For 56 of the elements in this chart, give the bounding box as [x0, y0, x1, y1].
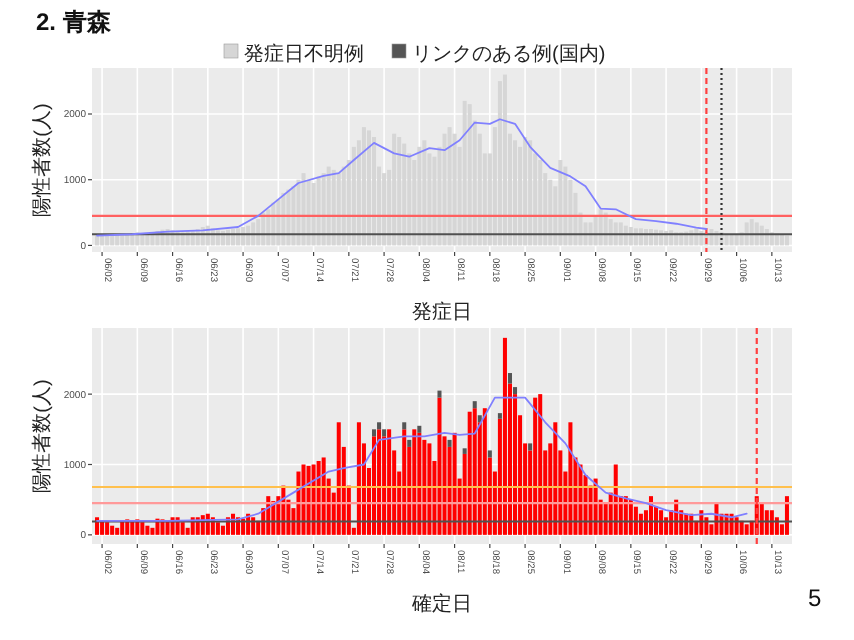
- bar: [553, 422, 558, 535]
- bar: [387, 429, 392, 535]
- bar: [452, 432, 457, 535]
- bar: [784, 235, 789, 246]
- bar: [402, 429, 407, 535]
- bar: [422, 439, 427, 535]
- x-axis-title: 確定日: [410, 592, 472, 616]
- bar: [497, 413, 502, 419]
- bar: [467, 411, 472, 535]
- bar: [402, 422, 407, 430]
- bar: [356, 422, 361, 535]
- bar: [115, 527, 120, 535]
- legend-label: 発症日不明例: [244, 42, 364, 66]
- bar: [336, 422, 341, 535]
- bar: [377, 422, 382, 430]
- bar: [538, 394, 543, 535]
- bar: [568, 422, 573, 535]
- bar: [180, 522, 185, 535]
- bar: [110, 525, 115, 535]
- bar: [462, 448, 467, 454]
- bar: [372, 429, 377, 437]
- line-series: [96, 396, 748, 522]
- bar: [417, 425, 422, 433]
- chart-title: 2. 青森: [36, 8, 113, 36]
- bar: [472, 408, 477, 535]
- y-axis-title: 陽性者数(人): [30, 379, 54, 493]
- bar: [95, 235, 100, 246]
- bar: [220, 525, 225, 535]
- bar: [528, 443, 533, 451]
- bar: [382, 429, 387, 437]
- bar: [215, 522, 220, 535]
- bar: [487, 450, 492, 458]
- bar: [382, 436, 387, 535]
- x-axis-title: 発症日: [412, 300, 472, 324]
- text: 5: [808, 584, 822, 612]
- bar: [407, 439, 412, 447]
- bar: [301, 464, 306, 535]
- bar: [744, 524, 749, 535]
- bar: [507, 373, 512, 384]
- bar: [447, 439, 452, 447]
- bar: [140, 522, 145, 535]
- bar: [437, 390, 442, 398]
- bar: [533, 397, 538, 535]
- bar: [377, 429, 382, 535]
- bar: [427, 443, 432, 535]
- y-axis-title: 陽性者数(人): [30, 103, 54, 217]
- bar: [482, 408, 487, 535]
- bar: [513, 387, 518, 395]
- bar: [412, 429, 417, 535]
- bar: [105, 522, 110, 535]
- line-series: [96, 118, 708, 237]
- bar: [150, 527, 155, 535]
- bar: [437, 397, 442, 535]
- bar: [502, 337, 507, 535]
- bar: [472, 401, 477, 409]
- bar: [145, 525, 150, 535]
